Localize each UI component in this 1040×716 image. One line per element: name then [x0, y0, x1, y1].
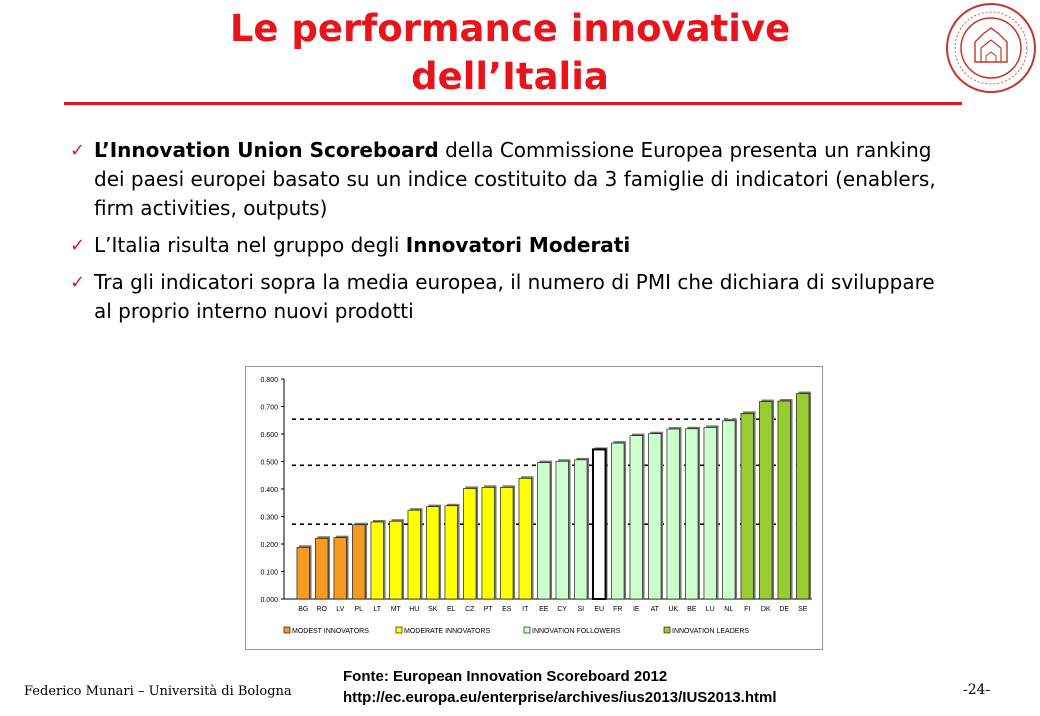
- x-tick-label: RO: [317, 606, 328, 613]
- bullet-list: ✓ L’Innovation Union Scoreboard della Co…: [70, 136, 950, 334]
- bar-pl: [352, 524, 366, 600]
- bar-nl: [722, 420, 736, 600]
- innovation-scoreboard-chart: 0.000 0.100 0.200 0.300 0.400 0.500 0.600 0.700…: [260, 377, 812, 635]
- x-tick-label: NL: [724, 606, 733, 613]
- x-tick-label: LV: [336, 606, 344, 613]
- bar-fr: [611, 442, 625, 600]
- bar-hu: [407, 509, 421, 600]
- x-tick-label: EU: [594, 606, 604, 613]
- x-tick-label: EL: [447, 606, 456, 613]
- x-tick-label: CZ: [465, 606, 475, 613]
- bar-dk: [759, 401, 773, 600]
- y-tick-label: 0.400: [260, 487, 278, 494]
- bullet-item: ✓ L’Italia risulta nel gruppo degli Inno…: [70, 231, 950, 260]
- legend-swatch: [283, 626, 291, 634]
- y-tick-label: 0.100: [260, 570, 278, 577]
- y-tick-label: 0.800: [260, 377, 278, 384]
- x-tick-label: DE: [779, 606, 789, 613]
- checkmark-icon: ✓: [70, 272, 86, 293]
- bullet-segment: Tra gli indicatori sopra la media europe…: [94, 270, 935, 323]
- bar-sk: [426, 506, 440, 600]
- x-tick-label: CY: [557, 606, 567, 613]
- x-tick-label: LU: [706, 606, 715, 613]
- chart-frame: 0.000 0.100 0.200 0.300 0.400 0.500 0.600 0.700…: [245, 366, 823, 650]
- x-tick-label: IE: [633, 606, 640, 613]
- y-tick-label: 0.700: [260, 405, 278, 412]
- x-tick-label: UK: [668, 606, 678, 613]
- bullet-segment: della Commissione Europea presenta un ra…: [94, 138, 936, 220]
- x-tick-label: SI: [577, 606, 584, 613]
- x-tick-label: SK: [428, 606, 438, 613]
- bullet-item: ✓ Tra gli indicatori sopra la media euro…: [70, 268, 950, 326]
- y-tick-label: 0.500: [260, 460, 278, 467]
- bar-cy: [555, 460, 569, 600]
- alma-mater-seal-icon: [946, 3, 1036, 93]
- bar-si: [574, 459, 588, 600]
- legend-entry: INNOVATION LEADERS: [672, 628, 749, 635]
- legend-entry: MODERATE INNOVATORS: [404, 628, 491, 635]
- bullet-segment: L’Innovation Union Scoreboard: [94, 138, 439, 162]
- bar-pt: [481, 487, 495, 600]
- legend-entry: MODEST INNOVATORS: [292, 628, 369, 635]
- slide-title-line2: dell’Italia: [411, 55, 609, 98]
- x-tick-label: MT: [391, 606, 402, 613]
- legend-entry: INNOVATION FOLLOWERS: [532, 628, 621, 635]
- bar-bg: [296, 547, 310, 600]
- bar-fi: [740, 413, 754, 600]
- bar-lv: [333, 537, 347, 600]
- source-url: http://ec.europa.eu/enterprise/archives/…: [343, 689, 777, 706]
- bar-de: [777, 400, 791, 600]
- y-tick-label: 0.600: [260, 432, 278, 439]
- bar-el: [444, 505, 458, 600]
- x-tick-label: BE: [687, 606, 697, 613]
- bar-it: [518, 477, 532, 600]
- x-tick-label: FI: [744, 606, 750, 613]
- bar-mt: [389, 520, 403, 600]
- y-tick-label: 0.300: [260, 515, 278, 522]
- bar-lu: [703, 427, 717, 600]
- footer-author: Federico Munari – Università di Bologna: [24, 684, 292, 699]
- source-note: Fonte: European Innovation Scoreboard 20…: [343, 666, 777, 708]
- page-number: -24-: [963, 682, 991, 698]
- x-tick-label: FR: [613, 606, 622, 613]
- slide-title-line1: Le performance innovative: [229, 7, 791, 50]
- bar-eu: [591, 448, 607, 601]
- bar-at: [648, 433, 662, 600]
- x-tick-label: DK: [761, 606, 771, 613]
- x-tick-label: IT: [522, 606, 529, 613]
- source-line: Fonte: European Innovation Scoreboard 20…: [343, 668, 668, 685]
- legend-swatch: [395, 626, 403, 634]
- legend-swatch: [663, 626, 671, 634]
- bullet-segment: L’Italia risulta nel gruppo degli: [94, 233, 406, 257]
- bar-ee: [537, 462, 551, 600]
- checkmark-icon: ✓: [70, 140, 86, 161]
- bar-lt: [370, 521, 384, 600]
- bar-cz: [463, 488, 477, 600]
- x-tick-label: PT: [484, 606, 494, 613]
- x-tick-label: HU: [409, 606, 419, 613]
- x-tick-label: BG: [298, 606, 308, 613]
- legend-swatch: [523, 626, 531, 634]
- x-tick-label: LT: [373, 606, 381, 613]
- y-tick-label: 0.200: [260, 542, 278, 549]
- bar-ie: [629, 435, 643, 600]
- bullet-segment: Innovatori Moderati: [405, 233, 631, 257]
- x-tick-label: PL: [354, 606, 363, 613]
- bullet-item: ✓ L’Innovation Union Scoreboard della Co…: [70, 136, 950, 223]
- x-tick-label: ES: [502, 606, 512, 613]
- x-tick-label: AT: [651, 606, 660, 613]
- bar-ro: [315, 537, 329, 600]
- x-tick-label: SE: [798, 606, 808, 613]
- y-tick-label: 0.000: [260, 597, 278, 604]
- title-underline: [64, 102, 962, 105]
- bar-be: [685, 428, 699, 600]
- checkmark-icon: ✓: [70, 235, 86, 256]
- bar-se: [796, 393, 810, 600]
- x-tick-label: EE: [539, 606, 549, 613]
- bar-uk: [666, 428, 680, 600]
- bar-es: [500, 487, 514, 600]
